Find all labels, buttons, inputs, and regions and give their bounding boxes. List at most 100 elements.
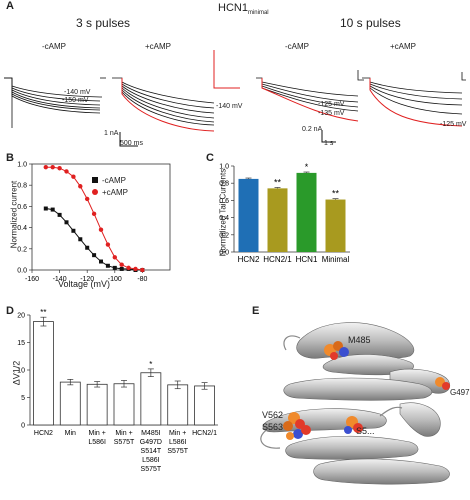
scale-1s: 1 s — [324, 140, 334, 147]
legend-b: -cAMP +cAMP — [92, 175, 128, 199]
ann-135: -135 mV — [318, 110, 345, 117]
c-significance: * — [305, 162, 309, 172]
d-category-label: Min + — [169, 430, 186, 437]
d-category-label: Min — [65, 430, 76, 437]
c-significance: ** — [332, 189, 340, 199]
c-category-label: HCN2/1 — [263, 255, 292, 264]
b-ytick-label: 1.0 — [17, 162, 27, 169]
residue-s5 — [344, 416, 363, 434]
loop-1 — [260, 427, 281, 449]
b-xtick-label: -140 — [53, 276, 67, 283]
scale-bar-10s — [321, 130, 336, 143]
b-point-plus — [57, 166, 62, 171]
cond-minus-1: -cAMP — [42, 42, 66, 51]
b-point-plus — [91, 211, 97, 217]
panel-a-right-header: 10 s pulses — [340, 16, 401, 30]
loop-2 — [379, 406, 403, 417]
loop-3 — [283, 335, 301, 351]
panel-e-label: E — [252, 305, 260, 317]
helix-4 — [283, 377, 433, 401]
panel-c-ylabel: Normalized Tail Currents — [218, 168, 228, 257]
b-point-plus — [98, 227, 104, 232]
trace-3s-plus-red — [121, 78, 215, 132]
helix-6 — [285, 435, 419, 460]
b-point-plus — [78, 184, 83, 189]
chart-b-activation: 0.0 0.2 0.4 0.6 0.8 1.0 -160 -140 -120 -100 -80 — [17, 162, 171, 283]
b-xtick-label: -160 — [25, 276, 39, 283]
c-bar — [267, 188, 288, 252]
legend-plus: +cAMP — [92, 187, 128, 199]
b-point-plus — [140, 267, 145, 273]
cond-plus-1: +cAMP — [145, 42, 172, 51]
b-xtick-label: -100 — [108, 276, 122, 283]
panel-a-left-header: 3 s pulses — [76, 16, 131, 30]
c-bar — [238, 178, 259, 252]
d-bar — [86, 383, 108, 426]
d-bar — [194, 385, 215, 426]
c-ytick-label: 0.2 — [219, 232, 229, 239]
b-point-minus — [99, 259, 103, 264]
d-ytick-label: 5 — [21, 395, 25, 402]
label-s563: S563 — [262, 422, 284, 432]
b-point-plus — [71, 174, 76, 179]
cond-minus-2: -cAMP — [285, 42, 309, 51]
b-point-minus — [64, 220, 69, 225]
traces-3s-plus — [112, 77, 215, 126]
b-point-plus — [64, 169, 69, 174]
b-point-minus — [71, 228, 76, 233]
b-xtick-label: -80 — [137, 276, 147, 283]
helix-8 — [399, 402, 441, 437]
d-ytick-label: 15 — [17, 340, 25, 347]
residue-v562 — [283, 412, 305, 431]
chart-c-tail-currents: 0.0 0.2 0.4 0.6 0.8 1.0 HCN2 ** HCN2/1 * HCN1 ** Min… — [219, 162, 350, 264]
legend-minus-text: -cAMP — [102, 176, 126, 185]
residue-s563 — [286, 425, 311, 440]
protein-structure — [260, 322, 450, 485]
d-bar — [33, 321, 54, 426]
c-ytick-label: 0.4 — [219, 215, 229, 222]
residue-m485 — [324, 341, 349, 360]
panel-d-ylabel: ΔV1/2 — [11, 360, 22, 386]
ann-125b: -125 mV — [440, 121, 467, 128]
d-bar — [140, 372, 162, 426]
d-ytick-label: 10 — [17, 368, 25, 375]
b-point-minus — [43, 206, 48, 211]
legend-minus: -cAMP — [92, 175, 128, 187]
b-ytick-label: 0.8 — [17, 183, 27, 190]
d-category-label: L586I — [169, 439, 187, 446]
b-point-minus — [50, 207, 55, 212]
scale-bar-3s — [119, 132, 138, 147]
b-point-plus — [119, 262, 124, 267]
b-series-line — [45, 208, 143, 271]
d-category-label: L586I — [88, 439, 106, 446]
d-ytick-label: 20 — [17, 313, 25, 320]
b-point-minus — [112, 265, 117, 270]
scale-1na: 1 nA — [104, 130, 119, 137]
scale-500ms: 500 ms — [120, 140, 143, 147]
c-category-label: Minimal — [322, 255, 350, 264]
d-category-label: M485I — [141, 430, 161, 437]
d-category-label: S575T — [114, 439, 135, 446]
d-significance: ** — [40, 308, 46, 317]
d-significance: * — [149, 360, 152, 369]
c-ytick-label: 1.0 — [219, 164, 229, 171]
b-point-minus — [92, 253, 97, 258]
b-point-plus — [50, 164, 55, 170]
b-ytick-label: 0.0 — [17, 268, 27, 275]
c-bar — [325, 199, 346, 252]
panel-a-traces — [4, 50, 466, 147]
helix-7 — [313, 458, 450, 485]
label-m485: M485 — [348, 335, 371, 345]
d-category-label: G497D — [140, 439, 162, 446]
c-ytick-label: 0.6 — [219, 198, 229, 205]
d-category-label: S575T — [167, 448, 188, 455]
chart-d-delta-v: 0 5 10 15 20 ** HCN2 Min Min + L586I Min + S575T * M4… — [17, 308, 218, 473]
b-ytick-label: 0.6 — [17, 204, 27, 211]
b-xtick-label: -120 — [80, 276, 94, 283]
d-category-label: S575T — [141, 466, 162, 473]
c-ytick-label: 0.8 — [219, 181, 229, 188]
trace-10s-plus-red — [369, 78, 463, 127]
b-point-plus — [85, 196, 90, 202]
panel-b-xlabel: Voltage (mV) — [58, 279, 111, 289]
b-point-minus — [85, 245, 90, 250]
